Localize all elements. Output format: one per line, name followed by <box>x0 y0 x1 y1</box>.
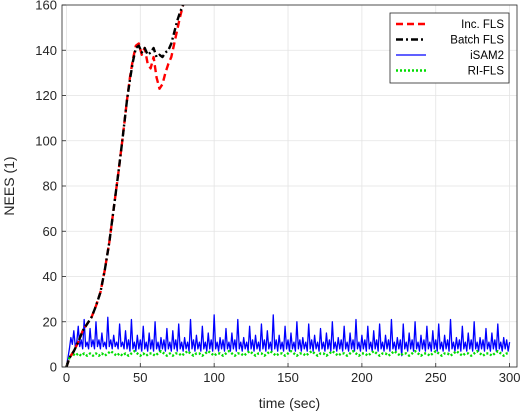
x-tick-label: 300 <box>499 370 521 385</box>
y-tick-label: 160 <box>35 0 57 13</box>
x-tick-label: 100 <box>203 370 225 385</box>
y-axis-label: NEES (1) <box>1 156 17 215</box>
legend-entry-label: Inc. FLS <box>461 19 504 31</box>
x-tick-label: 200 <box>351 370 373 385</box>
legend: Inc. FLS Batch FLS iSAM2 RI-FLS <box>389 12 510 84</box>
y-tick-label: 120 <box>35 88 57 103</box>
y-tick-label: 100 <box>35 133 57 148</box>
x-tick-label: 0 <box>63 370 70 385</box>
y-tick-label: 80 <box>43 179 57 194</box>
series-line-ri-fls <box>65 349 510 367</box>
series-line-inc-fls <box>65 5 185 367</box>
y-axis-ticks: 0 20 40 60 80 100 120 140 160 <box>35 0 66 375</box>
x-tick-label: 50 <box>133 370 147 385</box>
series-group <box>65 5 511 367</box>
y-tick-label: 40 <box>43 269 57 284</box>
y-tick-label: 20 <box>43 314 57 329</box>
x-axis-ticks: 0 50 100 150 200 250 300 <box>63 363 521 385</box>
x-axis-label: time (sec) <box>259 395 320 411</box>
x-tick-label: 150 <box>277 370 299 385</box>
legend-entry-label: Batch FLS <box>450 35 504 47</box>
legend-entry-label: RI-FLS <box>468 66 505 78</box>
y-tick-label: 60 <box>43 224 57 239</box>
series-line-isam2 <box>65 314 511 367</box>
x-tick-label: 250 <box>425 370 447 385</box>
series-line-batch-fls <box>65 5 185 367</box>
legend-entry-label: iSAM2 <box>470 50 504 62</box>
y-tick-label: 0 <box>50 360 57 375</box>
y-tick-label: 140 <box>35 43 57 58</box>
